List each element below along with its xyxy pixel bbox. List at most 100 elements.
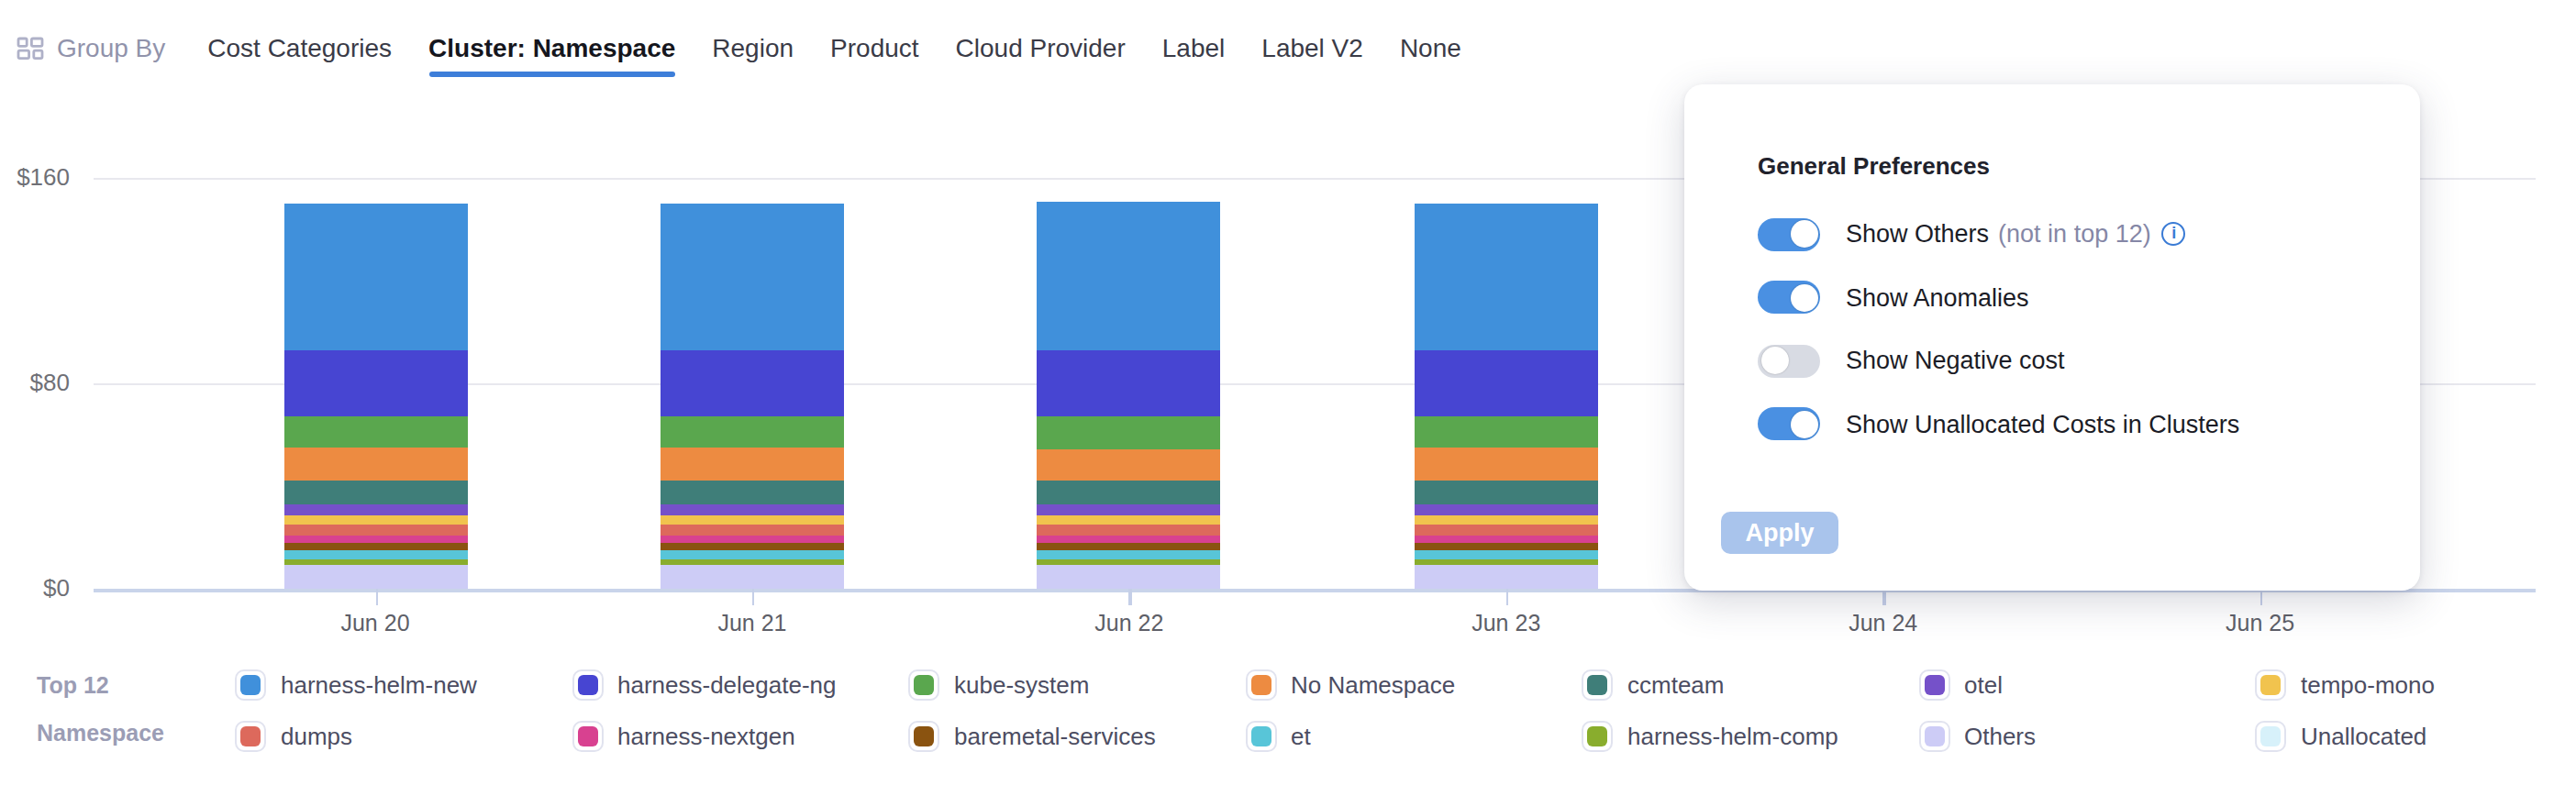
bar-jun-21[interactable] bbox=[661, 204, 844, 589]
bar-segment-tempo-mono[interactable] bbox=[283, 515, 467, 525]
bar-segment-tempo-mono[interactable] bbox=[661, 515, 844, 525]
legend-item-kube-system[interactable]: kube-system bbox=[908, 669, 1156, 701]
toggle-knob bbox=[1760, 347, 1788, 374]
apply-button[interactable]: Apply bbox=[1721, 512, 1838, 554]
bar-segment-others[interactable] bbox=[661, 566, 844, 589]
bar-segment-no-namespace[interactable] bbox=[283, 448, 467, 481]
bar-segment-kube-system[interactable] bbox=[1415, 416, 1598, 448]
bar-segment-harness-delegate-ng[interactable] bbox=[1038, 351, 1221, 417]
bar-segment-no-namespace[interactable] bbox=[1415, 448, 1598, 481]
legend-item-dumps[interactable]: dumps bbox=[235, 720, 477, 751]
tab-label[interactable]: Label bbox=[1162, 26, 1226, 70]
legend-swatch bbox=[235, 720, 266, 751]
bar-segment-tempo-mono[interactable] bbox=[1038, 515, 1221, 525]
bar-segment-others[interactable] bbox=[283, 566, 467, 589]
legend-item-harness-nextgen[interactable]: harness-nextgen bbox=[572, 720, 837, 751]
bar-segment-ccmteam[interactable] bbox=[1038, 481, 1221, 504]
bar-segment-kube-system[interactable] bbox=[661, 416, 844, 448]
bar-segment-et[interactable] bbox=[283, 550, 467, 558]
legend-item-label: baremetal-services bbox=[954, 722, 1156, 749]
bar-segment-harness-nextgen[interactable] bbox=[283, 536, 467, 543]
legend-column-6: otel Others bbox=[1918, 669, 2036, 751]
legend-item-harness-helm-comp[interactable]: harness-helm-comp bbox=[1582, 720, 1838, 751]
bar-segment-harness-delegate-ng[interactable] bbox=[661, 351, 844, 417]
tab-region[interactable]: Region bbox=[712, 26, 794, 70]
bar-segment-otel[interactable] bbox=[283, 504, 467, 515]
legend-swatch-color bbox=[1587, 675, 1607, 695]
info-icon[interactable]: i bbox=[2162, 222, 2186, 246]
bar-segment-ccmteam[interactable] bbox=[283, 481, 467, 504]
bar-segment-ccmteam[interactable] bbox=[1415, 481, 1598, 504]
bar-segment-no-namespace[interactable] bbox=[661, 448, 844, 481]
bar-segment-harness-nextgen[interactable] bbox=[1415, 536, 1598, 543]
bar-segment-otel[interactable] bbox=[1415, 504, 1598, 515]
bar-segment-kube-system[interactable] bbox=[1038, 416, 1221, 448]
bar-segment-kube-system[interactable] bbox=[283, 416, 467, 448]
bar-segment-harness-helm-new[interactable] bbox=[283, 204, 467, 351]
toggle-switch[interactable] bbox=[1758, 281, 1820, 314]
bar-segment-ccmteam[interactable] bbox=[661, 481, 844, 504]
legend-item-tempo-mono[interactable]: tempo-mono bbox=[2255, 669, 2435, 701]
bar-segment-harness-helm-comp[interactable] bbox=[283, 559, 467, 566]
y-axis-label-80: $80 bbox=[0, 369, 70, 396]
tab-label-v2[interactable]: Label V2 bbox=[1261, 26, 1363, 70]
legend-item-ccmteam[interactable]: ccmteam bbox=[1582, 669, 1838, 701]
legend-item-unallocated[interactable]: Unallocated bbox=[2255, 720, 2435, 751]
group-by-label-group: Group By bbox=[17, 33, 165, 62]
group-by-label: Group By bbox=[57, 33, 165, 62]
toggle-switch[interactable] bbox=[1758, 407, 1820, 440]
group-by-tabs: Cost Categories Cluster: Namespace Region P… bbox=[207, 26, 1461, 70]
bar-segment-dumps[interactable] bbox=[1038, 525, 1221, 536]
bar-segment-dumps[interactable] bbox=[283, 525, 467, 536]
legend-swatch-color bbox=[1924, 675, 1944, 695]
bar-segment-baremetal-services[interactable] bbox=[1038, 543, 1221, 550]
bar-segment-baremetal-services[interactable] bbox=[283, 543, 467, 550]
legend-item-no-namespace[interactable]: No Namespace bbox=[1245, 669, 1455, 701]
legend-swatch bbox=[1582, 669, 1613, 701]
tab-product[interactable]: Product bbox=[830, 26, 919, 70]
legend-item-others[interactable]: Others bbox=[1918, 720, 2036, 751]
bar-segment-dumps[interactable] bbox=[1415, 525, 1598, 536]
bar-jun-22[interactable] bbox=[1038, 202, 1221, 589]
bar-segment-dumps[interactable] bbox=[661, 525, 844, 536]
legend-item-harness-delegate-ng[interactable]: harness-delegate-ng bbox=[572, 669, 837, 701]
legend-item-baremetal-services[interactable]: baremetal-services bbox=[908, 720, 1156, 751]
legend-title-line2: Namespace bbox=[37, 710, 164, 757]
bar-segment-others[interactable] bbox=[1038, 566, 1221, 589]
tab-none[interactable]: None bbox=[1400, 26, 1461, 70]
bar-segment-harness-helm-new[interactable] bbox=[661, 204, 844, 351]
bar-segment-no-namespace[interactable] bbox=[1038, 448, 1221, 481]
bar-segment-harness-helm-new[interactable] bbox=[1415, 204, 1598, 351]
bar-jun-20[interactable] bbox=[283, 204, 467, 589]
bar-segment-baremetal-services[interactable] bbox=[1415, 543, 1598, 550]
toggle-switch[interactable] bbox=[1758, 344, 1820, 377]
legend-item-harness-helm-new[interactable]: harness-helm-new bbox=[235, 669, 477, 701]
bar-segment-harness-helm-comp[interactable] bbox=[1038, 559, 1221, 566]
legend-swatch bbox=[1918, 669, 1949, 701]
bar-segment-harness-nextgen[interactable] bbox=[661, 536, 844, 543]
bar-segment-et[interactable] bbox=[1415, 550, 1598, 558]
bar-segment-harness-helm-new[interactable] bbox=[1038, 202, 1221, 350]
tab-cluster-namespace[interactable]: Cluster: Namespace bbox=[428, 26, 675, 70]
bar-segment-otel[interactable] bbox=[1038, 504, 1221, 515]
bar-segment-harness-delegate-ng[interactable] bbox=[283, 351, 467, 417]
legend-item-label: harness-delegate-ng bbox=[617, 671, 837, 699]
x-axis-label-jun-25: Jun 25 bbox=[2196, 611, 2325, 636]
toggle-switch[interactable] bbox=[1758, 217, 1820, 250]
bar-segment-et[interactable] bbox=[661, 550, 844, 558]
bar-segment-harness-nextgen[interactable] bbox=[1038, 536, 1221, 543]
legend-item-label: harness-nextgen bbox=[617, 722, 795, 749]
bar-jun-23[interactable] bbox=[1415, 204, 1598, 589]
bar-segment-harness-delegate-ng[interactable] bbox=[1415, 351, 1598, 417]
bar-segment-others[interactable] bbox=[1415, 566, 1598, 589]
legend-item-otel[interactable]: otel bbox=[1918, 669, 2036, 701]
bar-segment-baremetal-services[interactable] bbox=[661, 543, 844, 550]
tab-cloud-provider[interactable]: Cloud Provider bbox=[956, 26, 1126, 70]
bar-segment-tempo-mono[interactable] bbox=[1415, 515, 1598, 525]
bar-segment-et[interactable] bbox=[1038, 550, 1221, 558]
legend-item-et[interactable]: et bbox=[1245, 720, 1455, 751]
tab-cost-categories[interactable]: Cost Categories bbox=[207, 26, 392, 70]
bar-segment-otel[interactable] bbox=[661, 504, 844, 515]
bar-segment-harness-helm-comp[interactable] bbox=[661, 559, 844, 566]
bar-segment-harness-helm-comp[interactable] bbox=[1415, 559, 1598, 566]
